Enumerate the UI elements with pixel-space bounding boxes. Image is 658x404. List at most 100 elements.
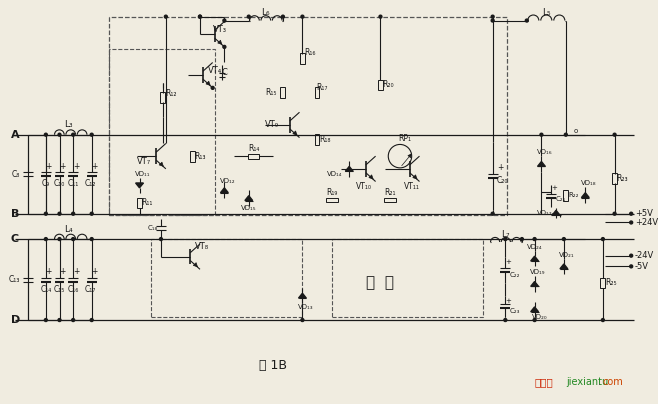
- Text: C₉: C₉: [41, 179, 50, 188]
- Text: VD₂₀: VD₂₀: [532, 314, 547, 320]
- Text: R₁₅: R₁₅: [265, 88, 277, 97]
- Text: R₂₁: R₂₁: [384, 188, 396, 197]
- Text: R₂₅: R₂₅: [605, 278, 617, 288]
- Text: C₁₅: C₁₅: [54, 285, 65, 294]
- Text: C: C: [11, 234, 19, 244]
- Circle shape: [533, 319, 536, 322]
- Circle shape: [613, 133, 616, 136]
- Text: VT₇: VT₇: [138, 156, 151, 166]
- Polygon shape: [538, 162, 545, 166]
- Text: VT₁₀: VT₁₀: [356, 182, 372, 191]
- Text: +: +: [91, 267, 98, 276]
- Bar: [612, 173, 617, 184]
- Text: +: +: [551, 185, 557, 191]
- Circle shape: [282, 15, 284, 18]
- Text: R₁₂: R₁₂: [165, 89, 176, 98]
- Bar: [109, 49, 215, 215]
- Polygon shape: [560, 264, 568, 269]
- Circle shape: [58, 133, 61, 136]
- Text: +: +: [59, 267, 66, 276]
- Text: C₁₆: C₁₆: [68, 285, 79, 294]
- Circle shape: [211, 86, 214, 89]
- Text: L₃: L₃: [64, 120, 72, 129]
- Text: R₁₆: R₁₆: [305, 48, 316, 57]
- Text: R₁₄: R₁₄: [248, 144, 259, 153]
- Circle shape: [72, 238, 74, 240]
- Circle shape: [491, 19, 494, 22]
- Bar: [332, 239, 483, 317]
- Text: A: A: [11, 130, 19, 140]
- Circle shape: [565, 133, 567, 136]
- Text: o: o: [574, 128, 578, 134]
- Text: VT₈: VT₈: [195, 242, 209, 251]
- Circle shape: [199, 15, 201, 18]
- Bar: [151, 239, 303, 317]
- Bar: [563, 190, 569, 200]
- Circle shape: [491, 15, 494, 18]
- Text: +: +: [497, 163, 503, 173]
- Text: L₆: L₆: [261, 8, 270, 17]
- Circle shape: [90, 319, 93, 322]
- Text: VT₉: VT₉: [265, 120, 279, 129]
- Text: C₂₀: C₂₀: [497, 176, 508, 185]
- Circle shape: [630, 221, 632, 224]
- Bar: [109, 17, 507, 215]
- Text: VD₁₇: VD₁₇: [537, 210, 552, 216]
- Text: -24V: -24V: [635, 251, 654, 260]
- Text: R₂₂: R₂₂: [569, 192, 579, 198]
- Text: R₁₃: R₁₃: [194, 152, 206, 161]
- Circle shape: [72, 133, 74, 136]
- Text: R₁₉: R₁₉: [326, 188, 338, 197]
- Polygon shape: [582, 193, 589, 198]
- Circle shape: [159, 238, 163, 240]
- Circle shape: [540, 133, 543, 136]
- Polygon shape: [299, 293, 307, 298]
- Circle shape: [72, 212, 74, 215]
- Text: VT₁₁: VT₁₁: [404, 182, 420, 191]
- Circle shape: [44, 319, 47, 322]
- Text: VD₁₈: VD₁₈: [580, 181, 596, 187]
- Polygon shape: [345, 166, 353, 171]
- Text: +24V: +24V: [635, 218, 658, 227]
- Bar: [161, 92, 165, 103]
- Text: +: +: [45, 162, 52, 171]
- Circle shape: [223, 19, 226, 22]
- Circle shape: [601, 319, 604, 322]
- Bar: [280, 87, 286, 98]
- Text: R₂₃: R₂₃: [617, 174, 628, 183]
- Circle shape: [379, 15, 382, 18]
- Text: C₁₀: C₁₀: [54, 179, 65, 188]
- Circle shape: [491, 212, 494, 215]
- Text: RP₁: RP₁: [398, 134, 411, 143]
- Text: com: com: [603, 377, 624, 387]
- Circle shape: [58, 319, 61, 322]
- Polygon shape: [552, 210, 560, 215]
- Bar: [248, 154, 259, 159]
- Text: C₈: C₈: [12, 170, 20, 179]
- Text: R₁₇: R₁₇: [316, 83, 328, 93]
- Text: jiexiantu: jiexiantu: [566, 377, 608, 387]
- Text: C₂₃: C₂₃: [510, 308, 520, 314]
- Polygon shape: [531, 282, 538, 286]
- Circle shape: [44, 133, 47, 136]
- Circle shape: [630, 212, 632, 215]
- Text: +: +: [505, 259, 511, 265]
- Text: VT₃: VT₃: [213, 25, 226, 34]
- Text: L₇: L₇: [501, 230, 510, 239]
- Text: 同  上: 同 上: [367, 276, 394, 290]
- Bar: [326, 198, 338, 202]
- Text: VD₁₅: VD₁₅: [241, 205, 257, 211]
- Text: VD₂₄: VD₂₄: [527, 244, 542, 250]
- Circle shape: [90, 238, 93, 240]
- Bar: [384, 198, 396, 202]
- Circle shape: [72, 319, 74, 322]
- Text: L₄: L₄: [64, 225, 72, 234]
- Circle shape: [533, 238, 536, 240]
- Circle shape: [630, 254, 632, 257]
- Text: L₅: L₅: [542, 8, 551, 17]
- Text: +: +: [505, 297, 511, 303]
- Text: C₁₄: C₁₄: [40, 285, 51, 294]
- Text: 图 1B: 图 1B: [259, 360, 287, 372]
- Text: .: .: [598, 377, 601, 387]
- Text: C₁₇: C₁₇: [85, 285, 96, 294]
